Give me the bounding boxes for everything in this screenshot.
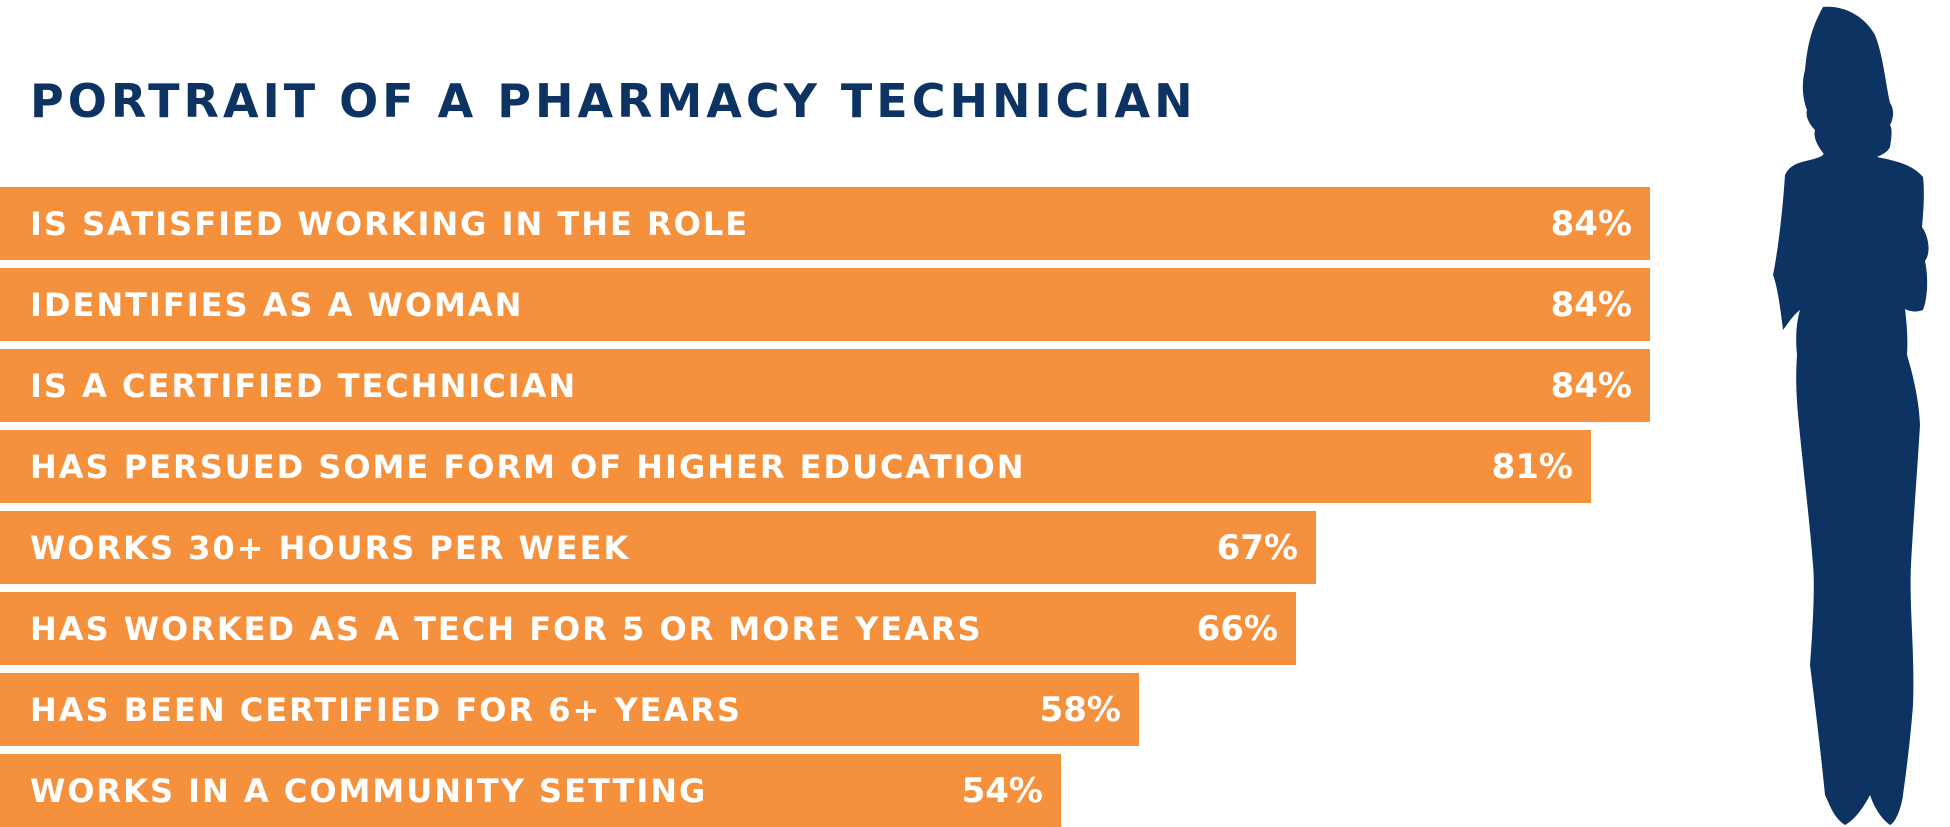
- bar: WORKS 30+ HOURS PER WEEK 67%: [0, 511, 1316, 584]
- bar: IS A CERTIFIED TECHNICIAN 84%: [0, 349, 1650, 422]
- bar: IS SATISFIED WORKING IN THE ROLE 84%: [0, 187, 1650, 260]
- bar-value-label: 84%: [1550, 203, 1632, 244]
- bar-value-label: 66%: [1196, 608, 1278, 649]
- bar: HAS PERSUED SOME FORM OF HIGHER EDUCATIO…: [0, 430, 1591, 503]
- bar-value-label: 54%: [961, 770, 1043, 811]
- bar-label: WORKS 30+ HOURS PER WEEK: [30, 528, 631, 567]
- bar: HAS BEEN CERTIFIED FOR 6+ YEARS 58%: [0, 673, 1139, 746]
- bar-label: IDENTIFIES AS A WOMAN: [30, 285, 524, 324]
- bar-chart: IS SATISFIED WORKING IN THE ROLE 84% IDENT…: [0, 187, 1650, 827]
- bar-label: HAS PERSUED SOME FORM OF HIGHER EDUCATIO…: [30, 447, 1026, 486]
- chart-title: PORTRAIT OF A PHARMACY TECHNICIAN: [30, 74, 1197, 128]
- bar: IDENTIFIES AS A WOMAN 84%: [0, 268, 1650, 341]
- woman-silhouette-shape: [1773, 6, 1929, 825]
- bar-label: HAS WORKED AS A TECH FOR 5 OR MORE YEARS: [30, 609, 983, 648]
- woman-silhouette-icon: [1773, 6, 1929, 825]
- bar: WORKS IN A COMMUNITY SETTING 54%: [0, 754, 1061, 827]
- bar-label: HAS BEEN CERTIFIED FOR 6+ YEARS: [30, 690, 742, 729]
- bar-value-label: 84%: [1550, 365, 1632, 406]
- bar: HAS WORKED AS A TECH FOR 5 OR MORE YEARS…: [0, 592, 1296, 665]
- bar-value-label: 67%: [1216, 527, 1298, 568]
- bar-value-label: 84%: [1550, 284, 1632, 325]
- bar-value-label: 81%: [1491, 446, 1573, 487]
- bar-label: WORKS IN A COMMUNITY SETTING: [30, 771, 708, 810]
- bar-label: IS A CERTIFIED TECHNICIAN: [30, 366, 578, 405]
- bar-value-label: 58%: [1039, 689, 1121, 730]
- bar-label: IS SATISFIED WORKING IN THE ROLE: [30, 204, 750, 243]
